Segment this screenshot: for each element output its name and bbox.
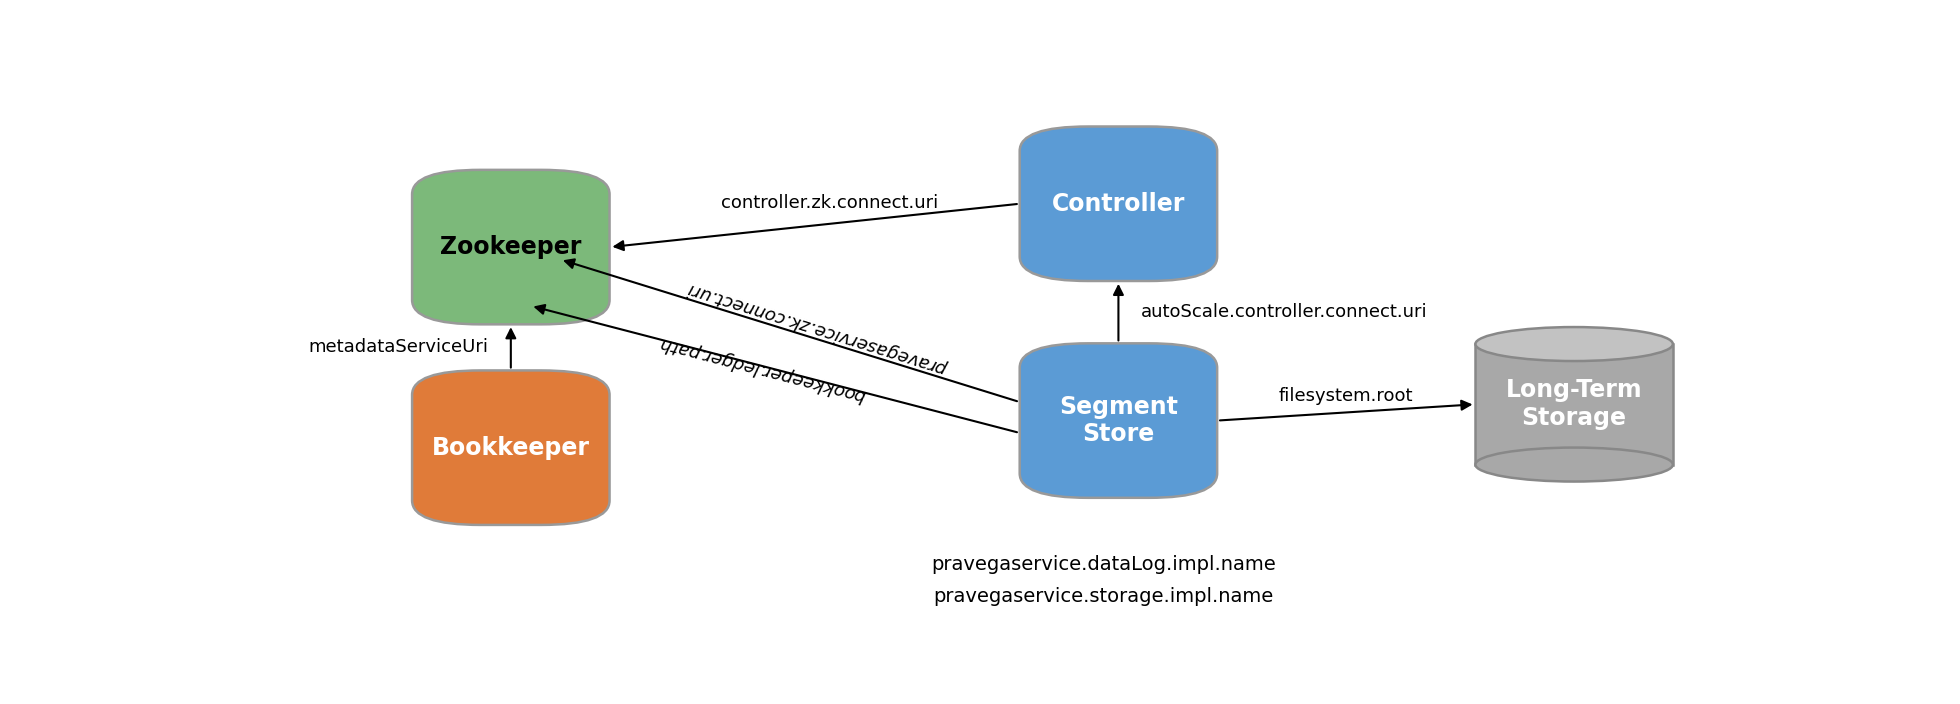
Text: autoScale.controller.connect.uri: autoScale.controller.connect.uri: [1141, 303, 1427, 321]
Ellipse shape: [1476, 448, 1672, 482]
Text: Segment
Store: Segment Store: [1058, 395, 1178, 446]
Ellipse shape: [1476, 327, 1672, 361]
Text: pravegaservice.dataLog.impl.name: pravegaservice.dataLog.impl.name: [931, 555, 1276, 574]
FancyBboxPatch shape: [1019, 127, 1217, 281]
Text: Long-Term
Storage: Long-Term Storage: [1505, 379, 1642, 430]
Text: pravegaservice.zk.connect.uri: pravegaservice.zk.connect.uri: [686, 279, 949, 377]
Text: filesystem.root: filesystem.root: [1280, 387, 1413, 406]
Text: controller.zk.connect.uri: controller.zk.connect.uri: [721, 194, 939, 212]
Text: bookkeeper.ledger.path: bookkeeper.ledger.path: [657, 333, 868, 404]
Text: Bookkeeper: Bookkeeper: [431, 436, 590, 460]
FancyBboxPatch shape: [412, 170, 610, 325]
Text: metadataServiceUri: metadataServiceUri: [308, 339, 488, 356]
Bar: [1476, 344, 1674, 465]
Text: Zookeeper: Zookeeper: [441, 235, 582, 259]
FancyBboxPatch shape: [412, 370, 610, 525]
Text: Controller: Controller: [1053, 191, 1186, 215]
FancyBboxPatch shape: [1019, 344, 1217, 498]
Text: pravegaservice.storage.impl.name: pravegaservice.storage.impl.name: [933, 587, 1274, 606]
